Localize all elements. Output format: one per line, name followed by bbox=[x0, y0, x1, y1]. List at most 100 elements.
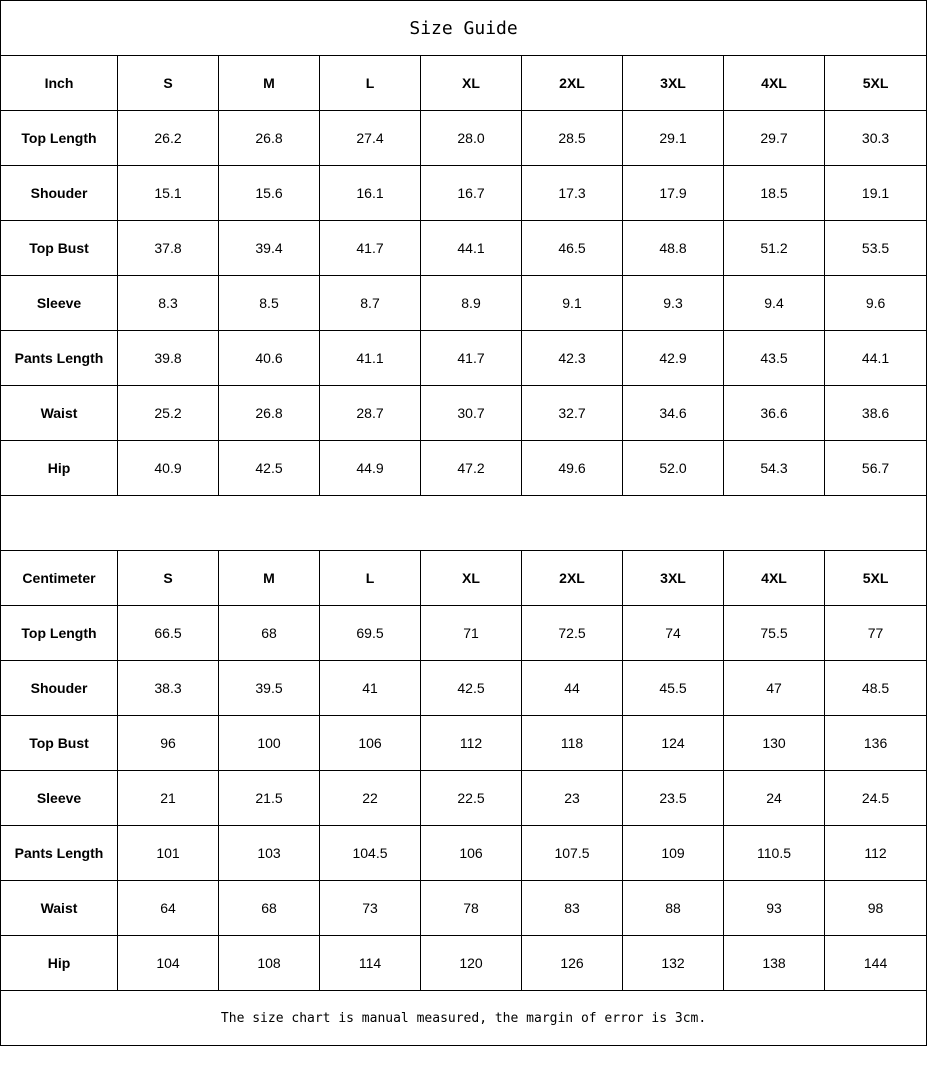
table-row: Top Length 66.5 68 69.5 71 72.5 74 75.5 77 bbox=[0, 605, 927, 661]
measurement-value: 118 bbox=[521, 715, 623, 771]
table-row: Waist 64 68 73 78 83 88 93 98 bbox=[0, 880, 927, 936]
measurement-value: 41 bbox=[319, 660, 421, 716]
measurement-value: 42.5 bbox=[218, 440, 320, 496]
size-header: L bbox=[319, 550, 421, 606]
size-header: S bbox=[117, 55, 219, 111]
measurement-value: 38.3 bbox=[117, 660, 219, 716]
measurement-value: 53.5 bbox=[823, 220, 927, 276]
size-header: 4XL bbox=[723, 55, 825, 111]
measurement-value: 96 bbox=[117, 715, 219, 771]
measurement-value: 42.9 bbox=[622, 330, 724, 386]
measurement-value: 24.5 bbox=[823, 770, 927, 826]
size-header: M bbox=[218, 550, 320, 606]
measurement-value: 56.7 bbox=[823, 440, 927, 496]
measurement-label: Waist bbox=[0, 880, 118, 936]
measurement-label: Pants Length bbox=[0, 825, 118, 881]
measurement-value: 72.5 bbox=[521, 605, 623, 661]
measurement-value: 8.3 bbox=[117, 275, 219, 331]
measurement-value: 23 bbox=[521, 770, 623, 826]
unit-header: Centimeter bbox=[0, 550, 118, 606]
header-row: Centimeter S M L XL 2XL 3XL 4XL 5XL bbox=[0, 550, 927, 606]
size-header: 5XL bbox=[823, 55, 927, 111]
measurement-value: 34.6 bbox=[622, 385, 724, 441]
measurement-value: 42.3 bbox=[521, 330, 623, 386]
measurement-value: 28.0 bbox=[420, 110, 522, 166]
size-header: 3XL bbox=[622, 55, 724, 111]
measurement-value: 52.0 bbox=[622, 440, 724, 496]
measurement-value: 75.5 bbox=[723, 605, 825, 661]
measurement-value: 39.4 bbox=[218, 220, 320, 276]
measurement-value: 88 bbox=[622, 880, 724, 936]
table-row: Pants Length 39.8 40.6 41.1 41.7 42.3 42.9 43.5… bbox=[0, 330, 927, 386]
measurement-value: 114 bbox=[319, 935, 421, 991]
measurement-value: 41.1 bbox=[319, 330, 421, 386]
measurement-value: 37.8 bbox=[117, 220, 219, 276]
measurement-value: 17.9 bbox=[622, 165, 724, 221]
table-row: Hip 40.9 42.5 44.9 47.2 49.6 52.0 54.3 56.7 bbox=[0, 440, 927, 496]
measurement-value: 29.1 bbox=[622, 110, 724, 166]
measurement-value: 109 bbox=[622, 825, 724, 881]
footnote: The size chart is manual measured, the m… bbox=[0, 990, 927, 1046]
measurement-value: 47.2 bbox=[420, 440, 522, 496]
measurement-label: Hip bbox=[0, 440, 118, 496]
table-row: Sleeve 8.3 8.5 8.7 8.9 9.1 9.3 9.4 9.6 bbox=[0, 275, 927, 331]
measurement-value: 73 bbox=[319, 880, 421, 936]
measurement-value: 138 bbox=[723, 935, 825, 991]
measurement-label: Shouder bbox=[0, 165, 118, 221]
measurement-value: 64 bbox=[117, 880, 219, 936]
measurement-value: 36.6 bbox=[723, 385, 825, 441]
table-row: Shouder 38.3 39.5 41 42.5 44 45.5 47 48.5 bbox=[0, 660, 927, 716]
size-header: 3XL bbox=[622, 550, 724, 606]
measurement-value: 54.3 bbox=[723, 440, 825, 496]
measurement-label: Top Bust bbox=[0, 715, 118, 771]
measurement-value: 15.1 bbox=[117, 165, 219, 221]
measurement-value: 103 bbox=[218, 825, 320, 881]
measurement-value: 9.4 bbox=[723, 275, 825, 331]
measurement-value: 16.7 bbox=[420, 165, 522, 221]
table-row: Top Bust 37.8 39.4 41.7 44.1 46.5 48.8 51.2 53.5 bbox=[0, 220, 927, 276]
measurement-value: 106 bbox=[319, 715, 421, 771]
measurement-value: 44.1 bbox=[420, 220, 522, 276]
measurement-value: 25.2 bbox=[117, 385, 219, 441]
unit-header: Inch bbox=[0, 55, 118, 111]
measurement-value: 27.4 bbox=[319, 110, 421, 166]
measurement-value: 51.2 bbox=[723, 220, 825, 276]
measurement-value: 19.1 bbox=[823, 165, 927, 221]
measurement-value: 124 bbox=[622, 715, 724, 771]
measurement-value: 93 bbox=[723, 880, 825, 936]
measurement-value: 48.5 bbox=[823, 660, 927, 716]
spacer-cell bbox=[0, 495, 927, 551]
table-row: Top Bust 96 100 106 112 118 124 130 136 bbox=[0, 715, 927, 771]
table-row: Sleeve 21 21.5 22 22.5 23 23.5 24 24.5 bbox=[0, 770, 927, 826]
measurement-value: 9.6 bbox=[823, 275, 927, 331]
measurement-value: 107.5 bbox=[521, 825, 623, 881]
measurement-value: 104.5 bbox=[319, 825, 421, 881]
measurement-value: 47 bbox=[723, 660, 825, 716]
measurement-value: 69.5 bbox=[319, 605, 421, 661]
spacer-row bbox=[0, 495, 927, 551]
measurement-value: 108 bbox=[218, 935, 320, 991]
measurement-value: 130 bbox=[723, 715, 825, 771]
table-row: Hip 104 108 114 120 126 132 138 144 bbox=[0, 935, 927, 991]
table-row: Waist 25.2 26.8 28.7 30.7 32.7 34.6 36.6 38.6 bbox=[0, 385, 927, 441]
measurement-value: 22 bbox=[319, 770, 421, 826]
measurement-label: Shouder bbox=[0, 660, 118, 716]
measurement-label: Top Length bbox=[0, 605, 118, 661]
measurement-value: 28.7 bbox=[319, 385, 421, 441]
measurement-value: 30.7 bbox=[420, 385, 522, 441]
measurement-label: Sleeve bbox=[0, 770, 118, 826]
measurement-value: 112 bbox=[823, 825, 927, 881]
measurement-value: 101 bbox=[117, 825, 219, 881]
measurement-value: 112 bbox=[420, 715, 522, 771]
size-header: 4XL bbox=[723, 550, 825, 606]
measurement-value: 66.5 bbox=[117, 605, 219, 661]
measurement-value: 8.7 bbox=[319, 275, 421, 331]
table-row: Shouder 15.1 15.6 16.1 16.7 17.3 17.9 18.5 19.1 bbox=[0, 165, 927, 221]
note-row: The size chart is manual measured, the m… bbox=[0, 990, 927, 1046]
measurement-value: 29.7 bbox=[723, 110, 825, 166]
measurement-value: 78 bbox=[420, 880, 522, 936]
measurement-value: 144 bbox=[823, 935, 927, 991]
measurement-value: 40.9 bbox=[117, 440, 219, 496]
measurement-value: 42.5 bbox=[420, 660, 522, 716]
size-header: S bbox=[117, 550, 219, 606]
